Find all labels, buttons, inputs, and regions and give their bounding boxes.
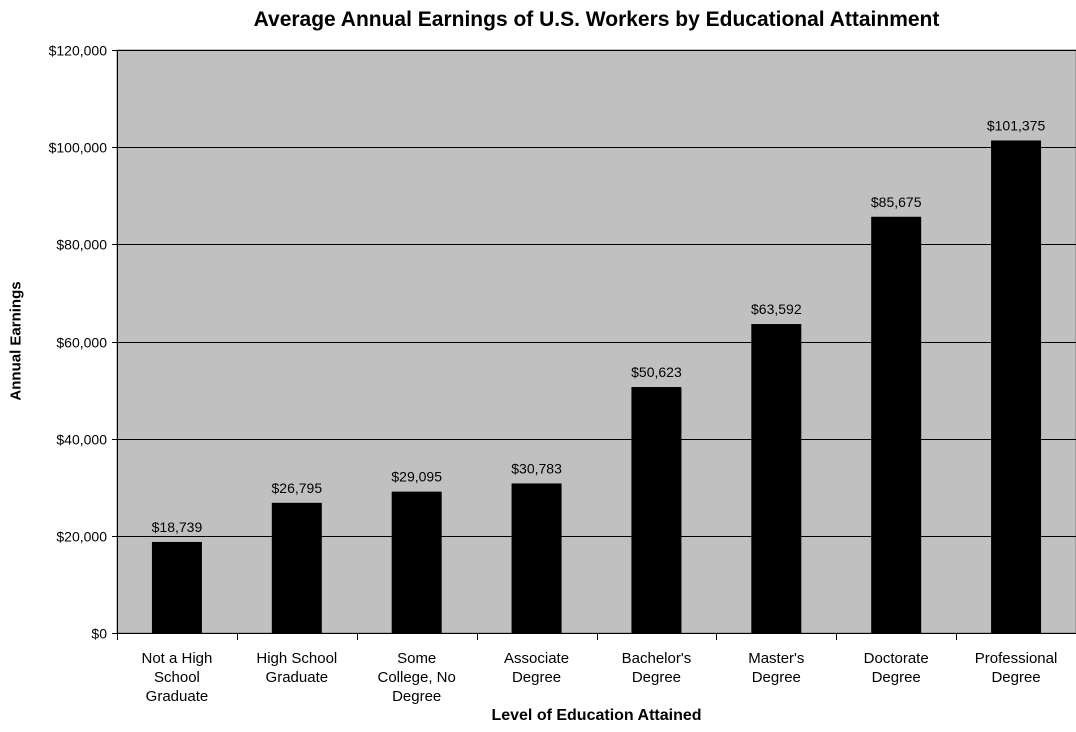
category-label: High School (256, 650, 337, 667)
category-label: Professional (975, 650, 1058, 667)
bar-value-label: $50,623 (631, 364, 682, 380)
bar-value-label: $18,739 (152, 519, 203, 535)
category-label: Graduate (266, 669, 329, 686)
bar (391, 491, 442, 633)
category-label: Degree (752, 669, 801, 686)
category-label: College, No (377, 669, 455, 686)
bars (151, 140, 1042, 634)
category-label: Degree (392, 688, 441, 705)
y-tick-label: $60,000 (56, 335, 107, 351)
category-label: Graduate (146, 688, 209, 705)
bar-value-label: $30,783 (511, 460, 562, 476)
bar (151, 541, 202, 633)
axes (112, 50, 1076, 640)
bar (871, 216, 922, 633)
category-label: Associate (504, 650, 569, 667)
bar (751, 324, 802, 633)
category-label: Degree (632, 669, 681, 686)
bar-value-label: $85,675 (871, 194, 922, 210)
bar-value-label: $26,795 (272, 480, 323, 496)
bar (991, 140, 1042, 634)
y-tick-label: $100,000 (49, 140, 108, 156)
x-axis-label: Level of Education Attained (491, 707, 702, 724)
y-tick-label: $120,000 (49, 43, 108, 59)
y-tick-label: $40,000 (56, 432, 107, 448)
y-tick-label: $20,000 (56, 529, 107, 545)
category-label: Master's (748, 650, 804, 667)
category-label: Degree (872, 669, 921, 686)
category-label: School (154, 669, 200, 686)
category-label: Doctorate (864, 650, 929, 667)
plot-area (116, 49, 1076, 634)
y-tick-label: $0 (91, 626, 107, 642)
category-label: Some (397, 650, 436, 667)
y-axis-label: Annual Earnings (7, 281, 25, 401)
bar-value-label: $101,375 (987, 117, 1046, 133)
labels: $0 $20,000 $40,000 $60,000 $80,000 $100,000 $1… (49, 43, 1058, 706)
chart-title: Average Annual Earnings of U.S. Workers … (253, 8, 940, 31)
category-label: Degree (512, 669, 561, 686)
bar (271, 502, 322, 633)
bar (631, 387, 682, 633)
bar-value-label: $29,095 (391, 469, 442, 485)
category-label: Degree (991, 669, 1040, 686)
bar (511, 483, 562, 633)
category-label: Not a High (142, 650, 213, 667)
y-tick-label: $80,000 (56, 237, 107, 253)
category-label: Bachelor's (622, 650, 692, 667)
bar-value-label: $63,592 (751, 301, 802, 317)
